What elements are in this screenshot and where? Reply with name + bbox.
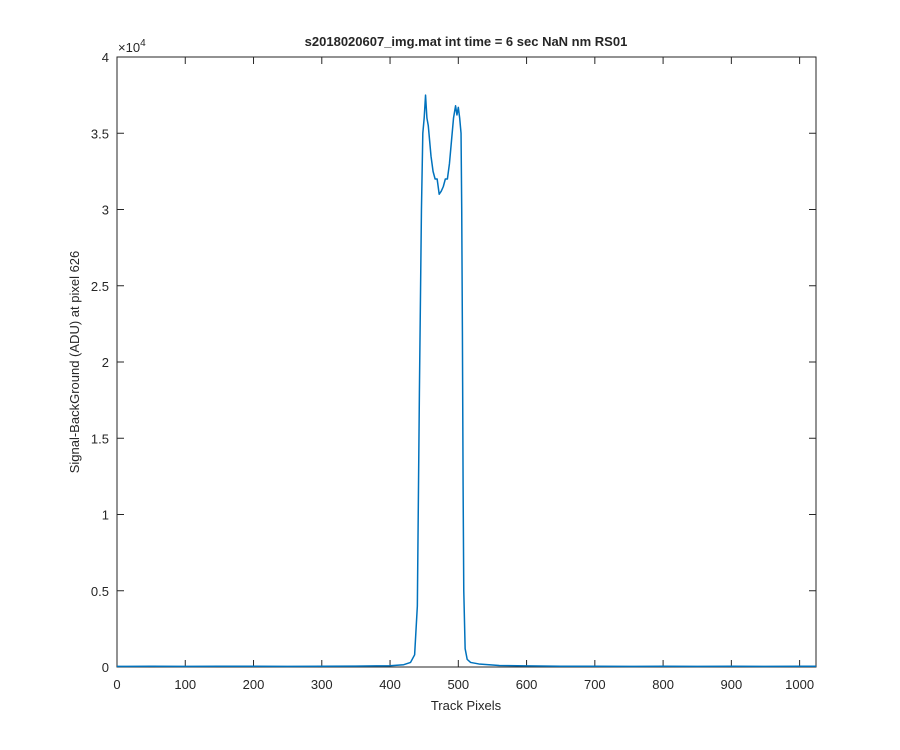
y-tick-label: 3.5 [91, 126, 109, 141]
x-tick-label: 200 [243, 677, 265, 692]
y-tick-label: 3 [102, 203, 109, 218]
y-tick-label: 1 [102, 508, 109, 523]
x-tick-label: 100 [174, 677, 196, 692]
x-tick-label: 1000 [785, 677, 814, 692]
x-tick-label: 600 [516, 677, 538, 692]
data-line [116, 94, 816, 668]
y-multiplier: ×104 [118, 38, 146, 55]
x-tick-label: 400 [379, 677, 401, 692]
y-tick-label: 2.5 [91, 279, 109, 294]
y-tick-label: 4 [102, 50, 109, 65]
x-tick-label: 0 [113, 677, 120, 692]
x-tick-label: 300 [311, 677, 333, 692]
x-tick-label: 900 [721, 677, 743, 692]
axes-box [116, 56, 817, 668]
y-tick-label: 1.5 [91, 431, 109, 446]
x-tick-label: 800 [652, 677, 674, 692]
y-tick-label: 0.5 [91, 584, 109, 599]
y-multiplier-power: 4 [140, 38, 146, 49]
y-multiplier-base: ×10 [118, 40, 140, 55]
y-tick-label: 2 [102, 355, 109, 370]
y-tick-label: 0 [102, 660, 109, 675]
chart-title: s2018020607_img.mat int time = 6 sec NaN… [305, 34, 628, 49]
y-axis-label: Signal-BackGround (ADU) at pixel 626 [67, 251, 82, 474]
x-axis-label: Track Pixels [431, 698, 502, 713]
x-tick-label: 500 [447, 677, 469, 692]
x-tick-label: 700 [584, 677, 606, 692]
